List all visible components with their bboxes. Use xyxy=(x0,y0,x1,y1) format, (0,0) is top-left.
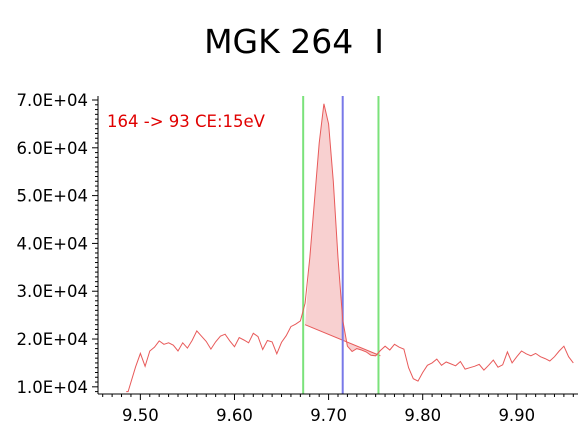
axes: 1.0E+04 2.0E+04 3.0E+04 4.0E+04 5.0E+04 6.0E+… xyxy=(17,91,578,425)
y-tick-label: 4.0E+04 xyxy=(17,234,89,253)
x-tick-label: 9.50 xyxy=(122,406,159,425)
x-tick-label: 9.90 xyxy=(498,406,535,425)
chart-title: MGK 264 I xyxy=(204,22,384,61)
x-tick-label: 9.80 xyxy=(404,406,441,425)
peak-area xyxy=(305,103,381,356)
transition-annotation: 164 -> 93 CE:15eV xyxy=(107,112,266,131)
y-tick-label: 5.0E+04 xyxy=(17,187,89,206)
plot-area xyxy=(126,96,574,394)
x-tick-label: 9.70 xyxy=(310,406,347,425)
y-tick-label: 6.0E+04 xyxy=(17,139,89,158)
x-tick-label: 9.60 xyxy=(216,406,253,425)
y-tick-label: 7.0E+04 xyxy=(17,91,89,110)
series-line xyxy=(126,103,574,393)
y-tick-label: 3.0E+04 xyxy=(17,282,89,301)
y-tick-label: 1.0E+04 xyxy=(17,378,89,397)
y-tick-label: 2.0E+04 xyxy=(17,330,89,349)
